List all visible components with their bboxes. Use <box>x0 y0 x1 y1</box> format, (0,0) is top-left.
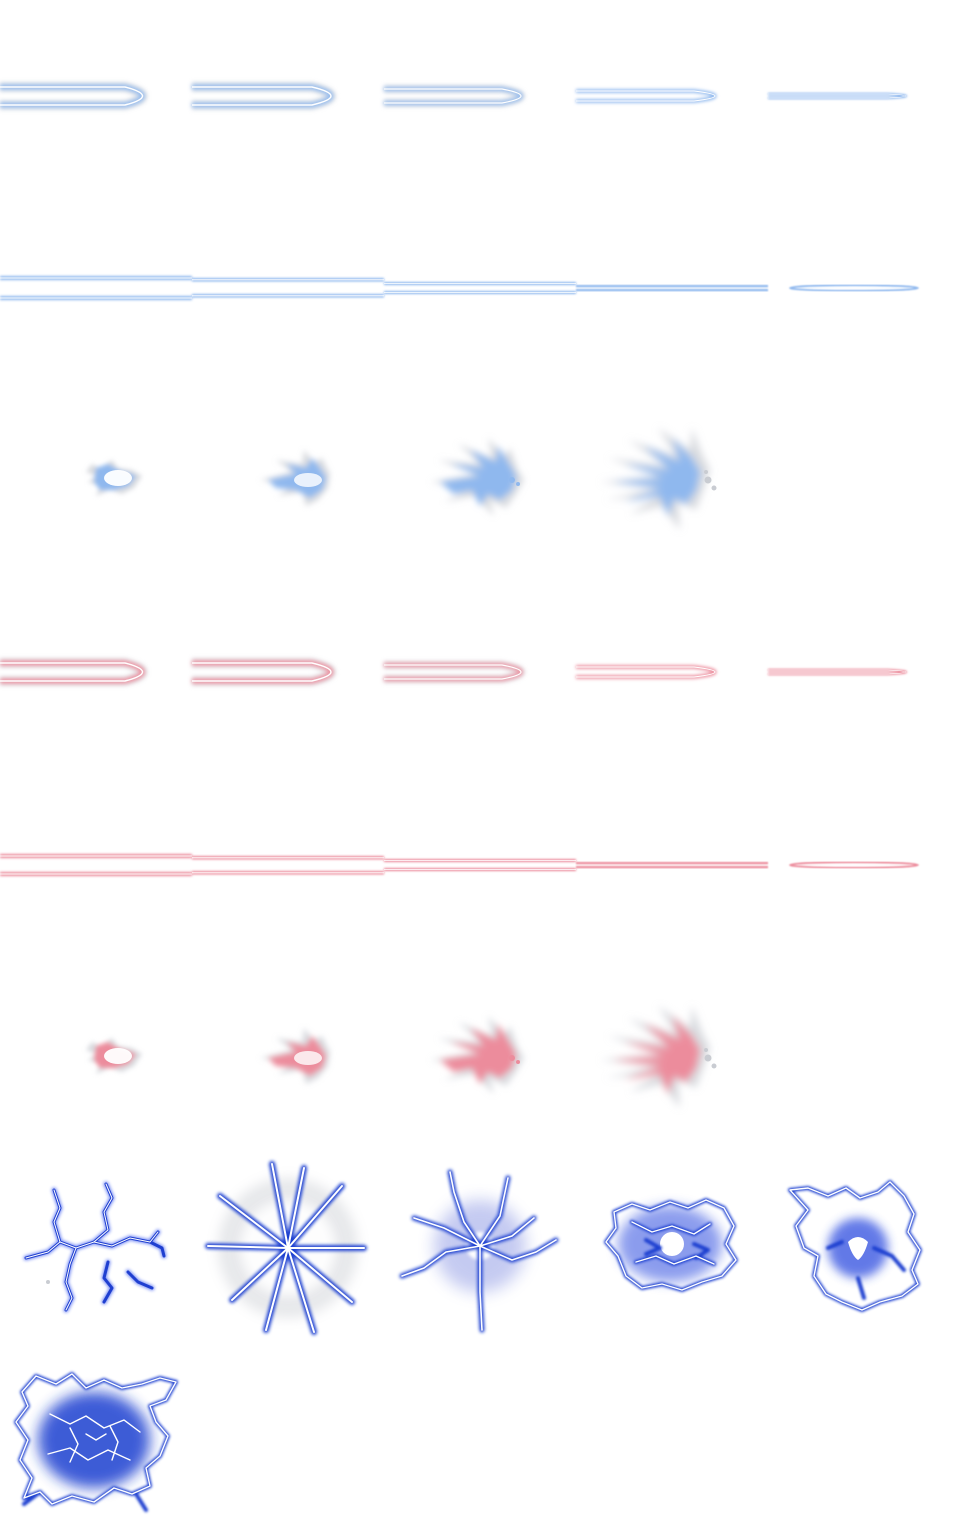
blue-burst-frame-4 <box>576 384 768 576</box>
blue-burst-frame-1 <box>0 384 192 576</box>
blue-laser-frame-5 <box>768 192 960 384</box>
lightning-frame-5 <box>768 1152 960 1344</box>
red-beam-frame-2 <box>192 576 384 768</box>
blue-burst-frame-3 <box>384 384 576 576</box>
lightning-end-frame-1 <box>0 1344 192 1536</box>
blue-beam-frame-5 <box>768 0 960 192</box>
blue-laser-frame-3 <box>384 192 576 384</box>
blue-beam-frame-4 <box>576 0 768 192</box>
red-beam-frame-1 <box>0 576 192 768</box>
red-laser-frame-1 <box>0 768 192 960</box>
lightning-frame-3 <box>384 1152 576 1344</box>
lightning-frame-1 <box>0 1152 192 1344</box>
red-burst-frame-4 <box>576 960 768 1152</box>
red-burst-frame-3 <box>384 960 576 1152</box>
red-beam-frame-5 <box>768 576 960 768</box>
blue-beam-frame-1 <box>0 0 192 192</box>
red-beam-frame-3 <box>384 576 576 768</box>
blue-beam-frame-2 <box>192 0 384 192</box>
lightning-frame-2 <box>192 1152 384 1344</box>
blue-beam-frame-3 <box>384 0 576 192</box>
blue-laser-frame-1 <box>0 192 192 384</box>
lightning-frame-4 <box>576 1152 768 1344</box>
red-laser-frame-5 <box>768 768 960 960</box>
red-beam-frame-4 <box>576 576 768 768</box>
red-laser-frame-4 <box>576 768 768 960</box>
blue-burst-frame-2 <box>192 384 384 576</box>
red-laser-frame-3 <box>384 768 576 960</box>
red-burst-frame-2 <box>192 960 384 1152</box>
blue-laser-frame-2 <box>192 192 384 384</box>
blue-laser-frame-4 <box>576 192 768 384</box>
red-burst-frame-1 <box>0 960 192 1152</box>
red-laser-frame-2 <box>192 768 384 960</box>
